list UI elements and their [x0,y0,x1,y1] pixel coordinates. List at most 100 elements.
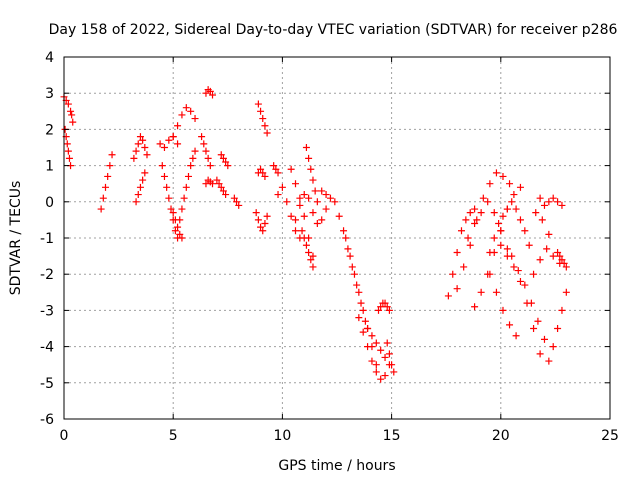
data-point [355,288,363,296]
series-s12 [198,133,214,170]
data-point [263,129,271,137]
series-s16 [230,194,243,209]
data-point [63,140,71,148]
data-point [549,343,557,351]
series-s45 [554,248,570,271]
data-point [200,140,208,148]
data-point [270,162,278,170]
data-point [283,198,291,206]
data-point [189,154,197,162]
data-point [368,332,376,340]
data-point [350,270,358,278]
data-point [178,205,186,213]
data-point [305,194,313,202]
data-point [383,339,391,347]
series-s32 [383,339,398,376]
data-point [385,306,393,314]
data-point [257,223,265,231]
data-point [318,216,326,224]
data-point [252,209,260,217]
data-point [486,270,494,278]
data-point [184,172,192,180]
data-point [534,317,542,325]
data-point [106,162,114,170]
data-point [167,205,175,213]
data-point [538,216,546,224]
data-point [206,162,214,170]
data-point [372,339,380,347]
data-point [309,209,317,217]
data-point [296,201,304,209]
series-s14 [202,176,217,188]
y-tick-label: 2 [45,122,54,138]
data-point [171,216,179,224]
data-point [261,122,269,130]
data-point [344,245,352,253]
data-point [204,154,212,162]
series-s23 [287,165,317,260]
data-point [499,212,507,220]
data-point [464,234,472,242]
data-point [471,205,479,213]
data-point [466,241,474,249]
y-tick-label: 3 [45,86,54,102]
data-point [503,205,511,213]
data-point [497,227,505,235]
data-point [165,194,173,202]
data-point [296,194,304,202]
series-s5 [132,169,149,206]
data-point [261,220,269,228]
data-point [160,172,168,180]
data-point [300,212,308,220]
y-tick-label: 4 [45,50,54,66]
data-point [466,209,474,217]
series-s35 [471,183,524,311]
data-point [556,252,564,260]
data-point [64,147,72,155]
data-point [311,187,319,195]
series-s36 [464,198,511,253]
x-axis-title: GPS time / hours [278,458,395,474]
data-point [171,227,179,235]
series-s10 [169,209,186,242]
data-point [222,191,230,199]
data-point [104,172,112,180]
data-point [224,162,232,170]
data-point [132,198,140,206]
x-tick-label: 25 [601,428,619,444]
data-point [490,234,498,242]
data-point [274,191,282,199]
data-point [527,299,535,307]
data-point [359,328,367,336]
data-point [259,115,267,123]
x-tick-label: 10 [273,428,291,444]
data-point [272,165,280,173]
series-s31 [374,299,393,314]
series-s38 [497,241,544,358]
data-point [499,172,507,180]
data-point [359,306,367,314]
data-point [261,172,269,180]
data-point [506,180,514,188]
data-point [374,306,382,314]
data-point [302,241,310,249]
data-point [486,248,494,256]
series-s19 [252,209,271,235]
data-point [254,216,262,224]
data-point [141,169,149,177]
data-point [335,212,343,220]
series-s18 [254,165,269,180]
series-s33 [444,205,479,300]
data-point [158,162,166,170]
data-point [202,180,210,188]
data-point [230,194,238,202]
data-point [257,107,265,115]
data-point [202,147,210,155]
series-s4 [130,133,151,162]
data-point [222,158,230,166]
data-point [298,227,306,235]
data-point [136,183,144,191]
data-point [449,270,457,278]
series-s37 [486,198,533,256]
data-point [554,198,562,206]
